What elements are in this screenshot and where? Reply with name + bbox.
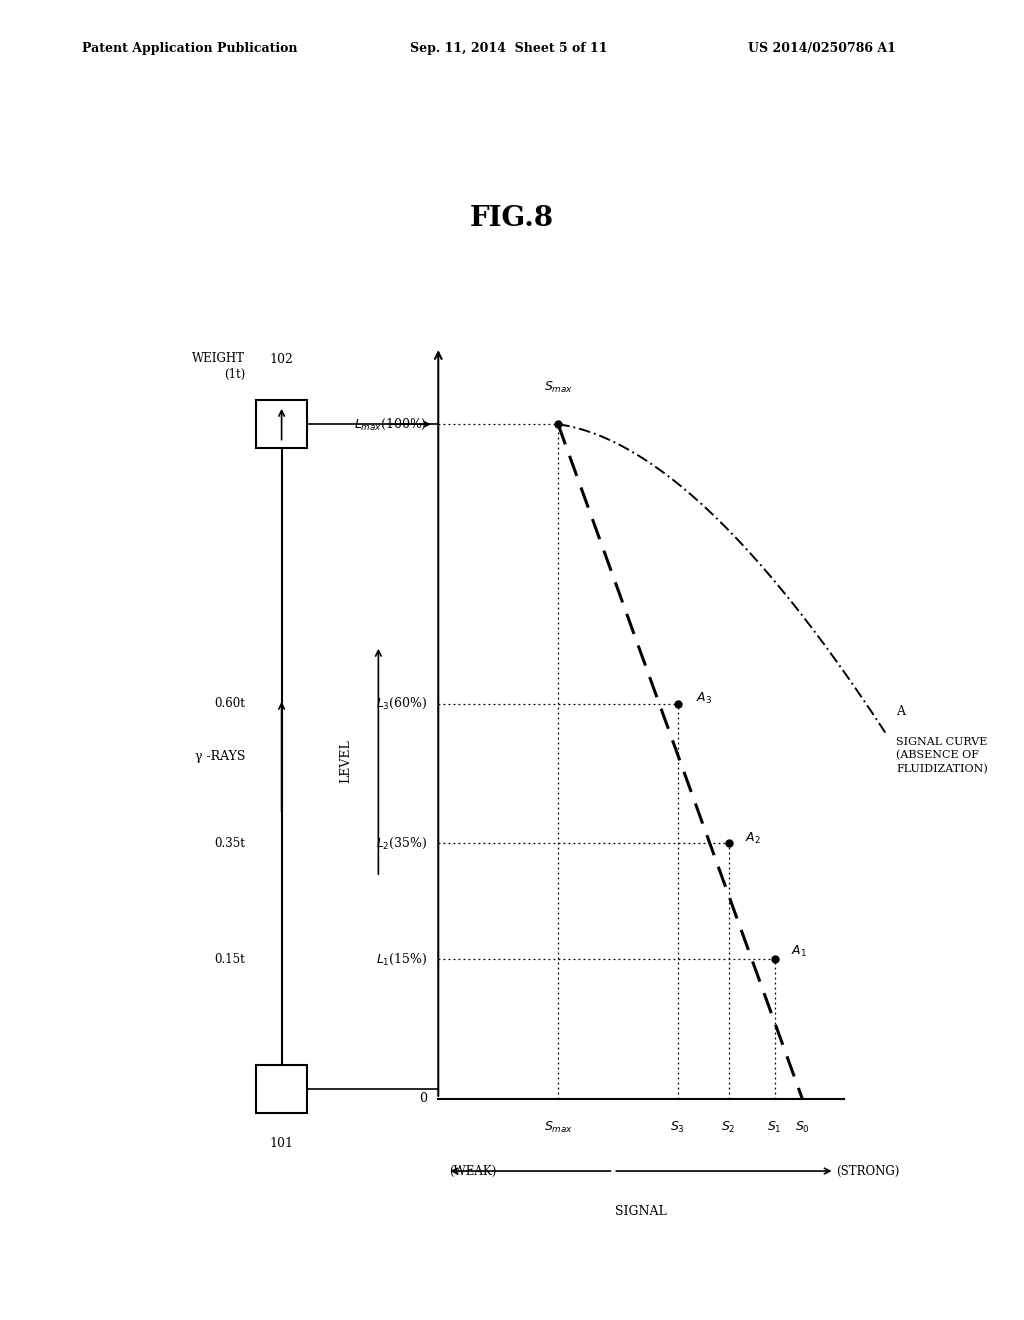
Text: 101: 101 [269, 1138, 294, 1150]
Text: (WEAK): (WEAK) [450, 1164, 497, 1177]
Bar [256, 400, 307, 449]
Text: $S_1$: $S_1$ [767, 1119, 782, 1135]
Text: FIG.8: FIG.8 [470, 205, 554, 231]
Text: γ -RAYS: γ -RAYS [195, 750, 245, 763]
Text: WEIGHT
(1t): WEIGHT (1t) [193, 352, 245, 381]
Text: $A_1$: $A_1$ [792, 944, 807, 958]
Text: 102: 102 [269, 354, 294, 367]
Text: SIGNAL: SIGNAL [615, 1205, 667, 1218]
Text: $A_3$: $A_3$ [696, 692, 713, 706]
Text: $S_0$: $S_0$ [795, 1119, 810, 1135]
Text: SIGNAL CURVE
(ABSENCE OF
FLUIDIZATION): SIGNAL CURVE (ABSENCE OF FLUIDIZATION) [896, 738, 988, 774]
Text: $S_{max}$: $S_{max}$ [544, 380, 572, 396]
Text: 0.35t: 0.35t [214, 837, 245, 850]
Text: $L_2$(35%): $L_2$(35%) [376, 836, 427, 851]
Text: $A_2$: $A_2$ [745, 832, 761, 846]
Text: Sep. 11, 2014  Sheet 5 of 11: Sep. 11, 2014 Sheet 5 of 11 [410, 42, 607, 55]
Text: 0.15t: 0.15t [214, 953, 245, 965]
Text: $S_2$: $S_2$ [721, 1119, 736, 1135]
Text: $L_3$(60%): $L_3$(60%) [376, 696, 427, 711]
Text: Patent Application Publication: Patent Application Publication [82, 42, 297, 55]
Text: $L_{max}$(100%): $L_{max}$(100%) [354, 417, 427, 432]
Text: $L_1$(15%): $L_1$(15%) [376, 952, 427, 966]
Text: $S_{max}$: $S_{max}$ [544, 1119, 572, 1135]
Text: (STRONG): (STRONG) [837, 1164, 900, 1177]
Text: US 2014/0250786 A1: US 2014/0250786 A1 [748, 42, 895, 55]
Text: 0: 0 [419, 1092, 427, 1105]
Bar [256, 1065, 307, 1113]
Text: $S_3$: $S_3$ [671, 1119, 685, 1135]
Text: 0.60t: 0.60t [214, 697, 245, 710]
Text: LEVEL: LEVEL [340, 739, 352, 783]
Text: A: A [896, 705, 905, 718]
